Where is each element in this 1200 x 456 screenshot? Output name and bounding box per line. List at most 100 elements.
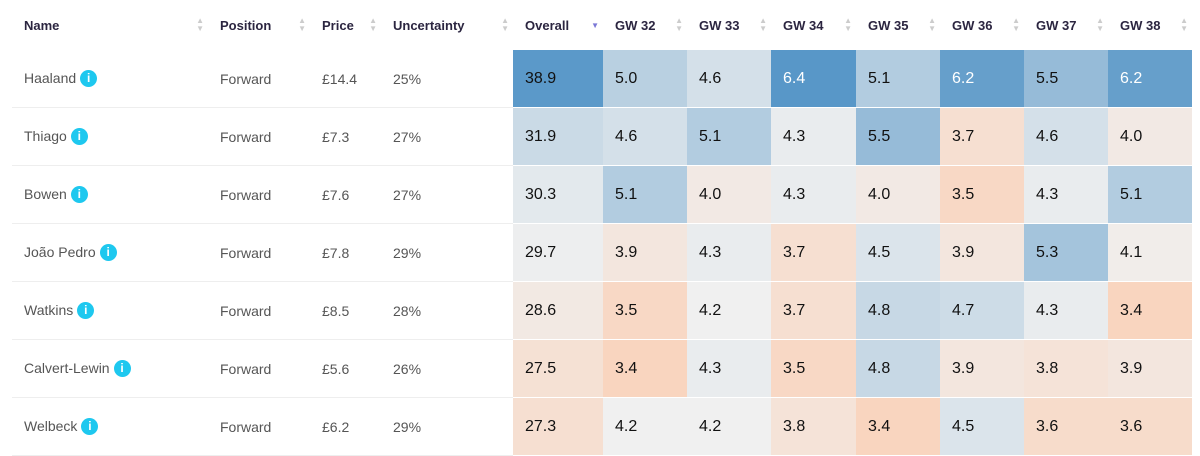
gw-score: 4.5 <box>856 223 940 282</box>
info-icon[interactable]: i <box>81 418 99 436</box>
sort-icon[interactable]: ▲ ▼ <box>1012 16 1020 33</box>
player-name: Watkins i <box>12 281 208 340</box>
position-text: Forward <box>220 360 272 377</box>
column-header-gw-33[interactable]: GW 33 ▲ ▼ <box>687 0 771 50</box>
player-name: Haaland i <box>12 50 208 108</box>
table-row[interactable]: João Pedro i Forward £7.8 29% 29.7 3.9 4.3 3.7 4.… <box>12 223 1192 282</box>
gw-score: 6.2 <box>1108 50 1192 108</box>
player-name: João Pedro i <box>12 223 208 282</box>
table-row[interactable]: Welbeck i Forward £6.2 29% 27.3 4.2 4.2 3.8 3.4 4.… <box>12 397 1192 456</box>
sort-icon[interactable]: ▲ ▼ <box>1180 16 1188 33</box>
column-header-label: Position <box>220 17 272 33</box>
sort-icon[interactable]: ▲ ▼ <box>298 16 306 33</box>
gw-score: 4.7 <box>940 281 1024 340</box>
gw-score-text: 5.1 <box>615 185 638 203</box>
gw-score-text: 4.0 <box>868 185 891 203</box>
gw-score: 6.4 <box>771 50 856 108</box>
position: Forward <box>208 107 310 166</box>
gw-score-text: 4.2 <box>699 417 722 435</box>
gw-score: 5.3 <box>1024 223 1108 282</box>
gw-score: 4.3 <box>1024 165 1108 224</box>
column-header-gw-34[interactable]: GW 34 ▲ ▼ <box>771 0 856 50</box>
gw-score: 5.1 <box>856 50 940 108</box>
gw-score-text: 4.0 <box>699 185 722 203</box>
sort-icon[interactable]: ▲ ▼ <box>928 16 936 33</box>
column-header-label: GW 38 <box>1120 17 1161 33</box>
uncertainty-text: 28% <box>393 302 422 319</box>
overall-score: 38.9 <box>513 50 603 108</box>
gw-score-text: 5.1 <box>868 69 891 87</box>
gw-score-text: 3.7 <box>783 243 806 261</box>
gw-score-text: 5.0 <box>615 69 638 87</box>
gw-score-text: 5.3 <box>1036 243 1059 261</box>
column-header-label: GW 32 <box>615 17 656 33</box>
table-row[interactable]: Calvert-Lewin i Forward £5.6 26% 27.5 3.4 4.3 3.… <box>12 339 1192 398</box>
column-header-gw-32[interactable]: GW 32 ▲ ▼ <box>603 0 687 50</box>
gw-score-text: 6.2 <box>1120 69 1143 87</box>
sort-icon[interactable]: ▲ ▼ <box>1096 16 1104 33</box>
sort-icon[interactable]: ▲ ▼ <box>501 16 509 33</box>
column-header-label: GW 37 <box>1036 17 1077 33</box>
overall-score: 31.9 <box>513 107 603 166</box>
column-header-overall[interactable]: Overall ▼ <box>513 0 603 50</box>
price-text: £6.2 <box>322 418 350 435</box>
info-icon[interactable]: i <box>99 244 117 262</box>
column-header-gw-38[interactable]: GW 38 ▲ ▼ <box>1108 0 1192 50</box>
overall-score: 27.5 <box>513 339 603 398</box>
column-header-name[interactable]: Name ▲ ▼ <box>12 0 208 50</box>
overall-score: 28.6 <box>513 281 603 340</box>
table-row[interactable]: Watkins i Forward £8.5 28% 28.6 3.5 4.2 3.7 4.8 4.… <box>12 281 1192 340</box>
column-header-gw-36[interactable]: GW 36 ▲ ▼ <box>940 0 1024 50</box>
uncertainty: 27% <box>381 107 513 166</box>
price: £7.3 <box>310 107 381 166</box>
gw-score-text: 3.7 <box>952 127 975 145</box>
sort-descending-icon[interactable]: ▼ <box>591 21 599 30</box>
column-header-gw-37[interactable]: GW 37 ▲ ▼ <box>1024 0 1108 50</box>
info-icon[interactable]: i <box>70 128 88 146</box>
position: Forward <box>208 339 310 398</box>
gw-score: 5.1 <box>1108 165 1192 224</box>
gw-score-text: 4.5 <box>868 243 891 261</box>
gw-score-text: 4.8 <box>868 301 891 319</box>
gw-score: 3.7 <box>940 107 1024 166</box>
table-row[interactable]: Haaland i Forward £14.4 25% 38.9 5.0 4.6 6.4 5.1 6… <box>12 50 1192 108</box>
sort-icon[interactable]: ▲ ▼ <box>675 16 683 33</box>
gw-score: 4.2 <box>603 397 687 456</box>
overall-score: 27.3 <box>513 397 603 456</box>
overall-score-text: 38.9 <box>525 69 557 87</box>
info-icon[interactable]: i <box>70 186 88 204</box>
price: £6.2 <box>310 397 381 456</box>
price-text: £7.6 <box>322 186 350 203</box>
sort-icon[interactable]: ▲ ▼ <box>844 16 852 33</box>
position-text: Forward <box>220 244 272 261</box>
overall-score-text: 29.7 <box>525 243 557 261</box>
position: Forward <box>208 165 310 224</box>
gw-score: 5.1 <box>603 165 687 224</box>
gw-score-text: 4.8 <box>868 359 891 377</box>
table-row[interactable]: Bowen i Forward £7.6 27% 30.3 5.1 4.0 4.3 4.0 3.5 4… <box>12 165 1192 224</box>
gw-score: 3.7 <box>771 223 856 282</box>
info-icon[interactable]: i <box>77 302 95 320</box>
sort-icon[interactable]: ▲ ▼ <box>369 16 377 33</box>
gw-score-text: 4.6 <box>699 69 722 87</box>
column-header-price[interactable]: Price ▲ ▼ <box>310 0 381 50</box>
info-icon[interactable]: i <box>80 70 98 88</box>
gw-score-text: 3.6 <box>1120 417 1143 435</box>
overall-score-text: 28.6 <box>525 301 557 319</box>
column-header-label: GW 33 <box>699 17 740 33</box>
gw-score-text: 3.5 <box>952 185 975 203</box>
gw-score-text: 4.1 <box>1120 243 1143 261</box>
info-icon[interactable]: i <box>113 360 131 378</box>
uncertainty-text: 29% <box>393 244 422 261</box>
player-name: Welbeck i <box>12 397 208 456</box>
sort-icon[interactable]: ▲ ▼ <box>759 16 767 33</box>
column-header-position[interactable]: Position ▲ ▼ <box>208 0 310 50</box>
gw-score: 4.2 <box>687 397 771 456</box>
sort-icon[interactable]: ▲ ▼ <box>196 16 204 33</box>
gw-score: 4.3 <box>771 107 856 166</box>
table-row[interactable]: Thiago i Forward £7.3 27% 31.9 4.6 5.1 4.3 5.5 3.7… <box>12 107 1192 166</box>
column-header-uncertainty[interactable]: Uncertainty ▲ ▼ <box>381 0 513 50</box>
column-header-gw-35[interactable]: GW 35 ▲ ▼ <box>856 0 940 50</box>
gw-score: 3.6 <box>1024 397 1108 456</box>
overall-score: 29.7 <box>513 223 603 282</box>
